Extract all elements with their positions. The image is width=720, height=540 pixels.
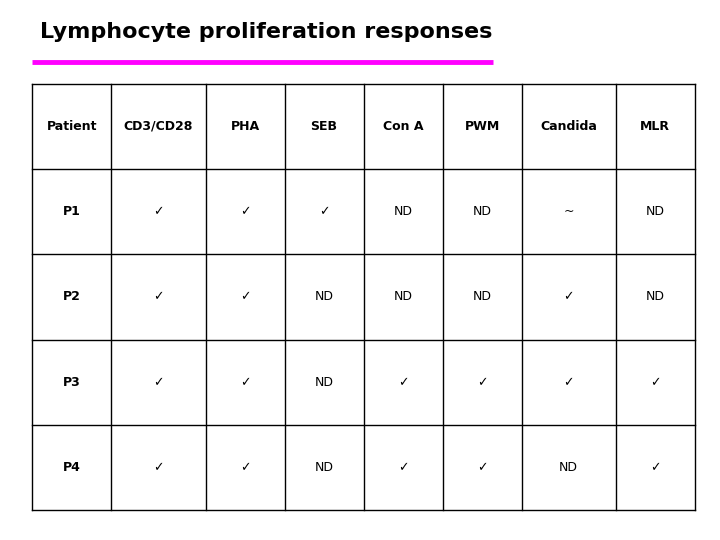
Text: ✓: ✓ [477, 376, 487, 389]
Text: MLR: MLR [640, 120, 670, 133]
Text: ✓: ✓ [319, 205, 329, 218]
Text: ✓: ✓ [240, 291, 251, 303]
Text: ~: ~ [564, 205, 574, 218]
Text: P2: P2 [63, 291, 81, 303]
Text: ND: ND [315, 376, 333, 389]
Text: ✓: ✓ [398, 376, 408, 389]
Text: ND: ND [559, 461, 578, 474]
Text: ND: ND [394, 291, 413, 303]
Text: ✓: ✓ [650, 376, 660, 389]
Text: P1: P1 [63, 205, 81, 218]
Text: ✓: ✓ [153, 205, 163, 218]
Text: ✓: ✓ [153, 376, 163, 389]
Text: ✓: ✓ [153, 291, 163, 303]
Text: PHA: PHA [230, 120, 260, 133]
Text: P4: P4 [63, 461, 81, 474]
Text: ND: ND [472, 291, 492, 303]
Text: Patient: Patient [47, 120, 97, 133]
Text: P3: P3 [63, 376, 81, 389]
Text: ✓: ✓ [398, 461, 408, 474]
Text: ✓: ✓ [564, 291, 574, 303]
Text: ✓: ✓ [240, 461, 251, 474]
Text: ND: ND [394, 205, 413, 218]
Text: ND: ND [646, 291, 665, 303]
Text: ✓: ✓ [240, 376, 251, 389]
Text: SEB: SEB [310, 120, 338, 133]
Text: ND: ND [315, 291, 333, 303]
Text: ✓: ✓ [477, 461, 487, 474]
Text: ✓: ✓ [153, 461, 163, 474]
Text: ✓: ✓ [564, 376, 574, 389]
Text: Con A: Con A [383, 120, 423, 133]
Text: ✓: ✓ [650, 461, 660, 474]
Text: ND: ND [472, 205, 492, 218]
Text: ND: ND [646, 205, 665, 218]
Text: ✓: ✓ [240, 205, 251, 218]
Text: PWM: PWM [464, 120, 500, 133]
Text: Candida: Candida [540, 120, 597, 133]
Text: CD3/CD28: CD3/CD28 [124, 120, 193, 133]
Text: ND: ND [315, 461, 333, 474]
Text: Lymphocyte proliferation responses: Lymphocyte proliferation responses [40, 22, 492, 43]
